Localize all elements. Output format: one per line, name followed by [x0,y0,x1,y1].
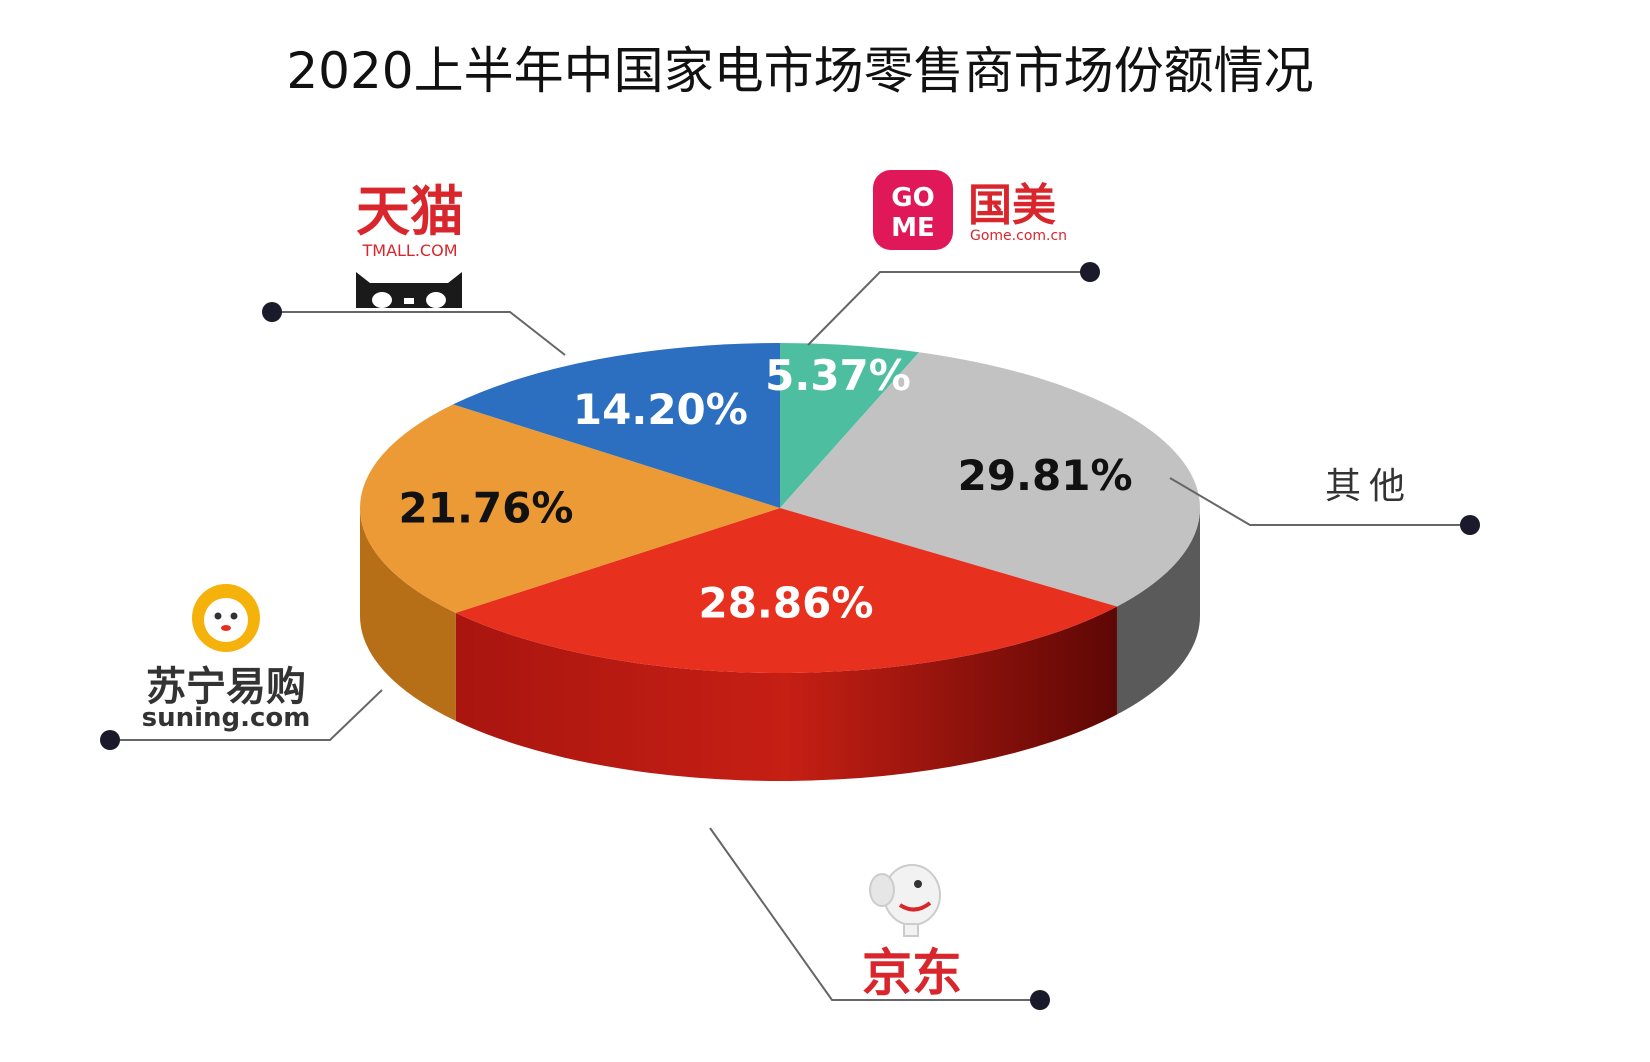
gome-badge-line2: ME [891,213,935,243]
pie-tops [360,343,1200,673]
pie-slice-suning [360,404,780,613]
jd-dog-icon [869,864,941,937]
slice-labels: 5.37% 29.81% 28.86% 21.76% 14.20% [399,351,1133,628]
chart-title: 2020上半年中国家电市场零售商市场份额情况 [286,42,1313,100]
other-label: 其他 [1325,466,1413,507]
suning-logo: 苏宁易购 suning.com [142,584,311,733]
gome-badge-icon [873,170,953,250]
leader-line-gome [807,271,1090,346]
leader-dot-tmall [262,302,282,322]
pie-side-suning [360,508,456,721]
leader-dot-other [1460,515,1480,535]
leader-dot-suning [100,730,120,750]
leader-line-jd [709,827,1040,1001]
tmall-logo: 天猫 TMALL.COM [356,180,464,308]
slice-label-gome: 5.37% [765,351,911,400]
pie-slice-gome [780,343,920,508]
gome-badge-line1: GO [891,183,934,213]
tmall-cat-icon [356,272,462,308]
slice-label-jd: 28.86% [698,579,873,628]
gome-logo: GO ME 国美 Gome.com.cn [873,170,1067,250]
suning-brand-sub: suning.com [142,703,311,733]
gome-brand-name: 国美 [968,180,1056,231]
leader-lines [110,271,1470,1001]
jd-logo: 京东 [862,864,962,1002]
pie-side-jd [455,606,1117,782]
slice-label-tmall: 14.20% [573,385,748,434]
suning-brand-name: 苏宁易购 [146,664,306,710]
pie-slice-jd [455,508,1117,673]
jd-brand-name: 京东 [862,944,962,1002]
leader-line-tmall [272,311,566,356]
pie-side-other [1116,508,1200,715]
leader-dots [100,262,1480,1010]
leader-line-suning [110,689,383,741]
slice-label-other: 29.81% [958,451,1133,500]
gome-brand-sub: Gome.com.cn [970,228,1067,244]
leader-line-other [1169,477,1470,526]
leader-dot-gome [1080,262,1100,282]
leader-dot-jd [1030,990,1050,1010]
pie-slice-tmall [453,343,780,508]
slice-label-suning: 21.76% [399,484,574,533]
pie-slice-other [780,352,1200,607]
suning-lion-icon [192,584,260,652]
tmall-brand-sub: TMALL.COM [361,241,457,260]
tmall-brand-name: 天猫 [356,180,464,243]
pie-sides [360,508,1200,782]
